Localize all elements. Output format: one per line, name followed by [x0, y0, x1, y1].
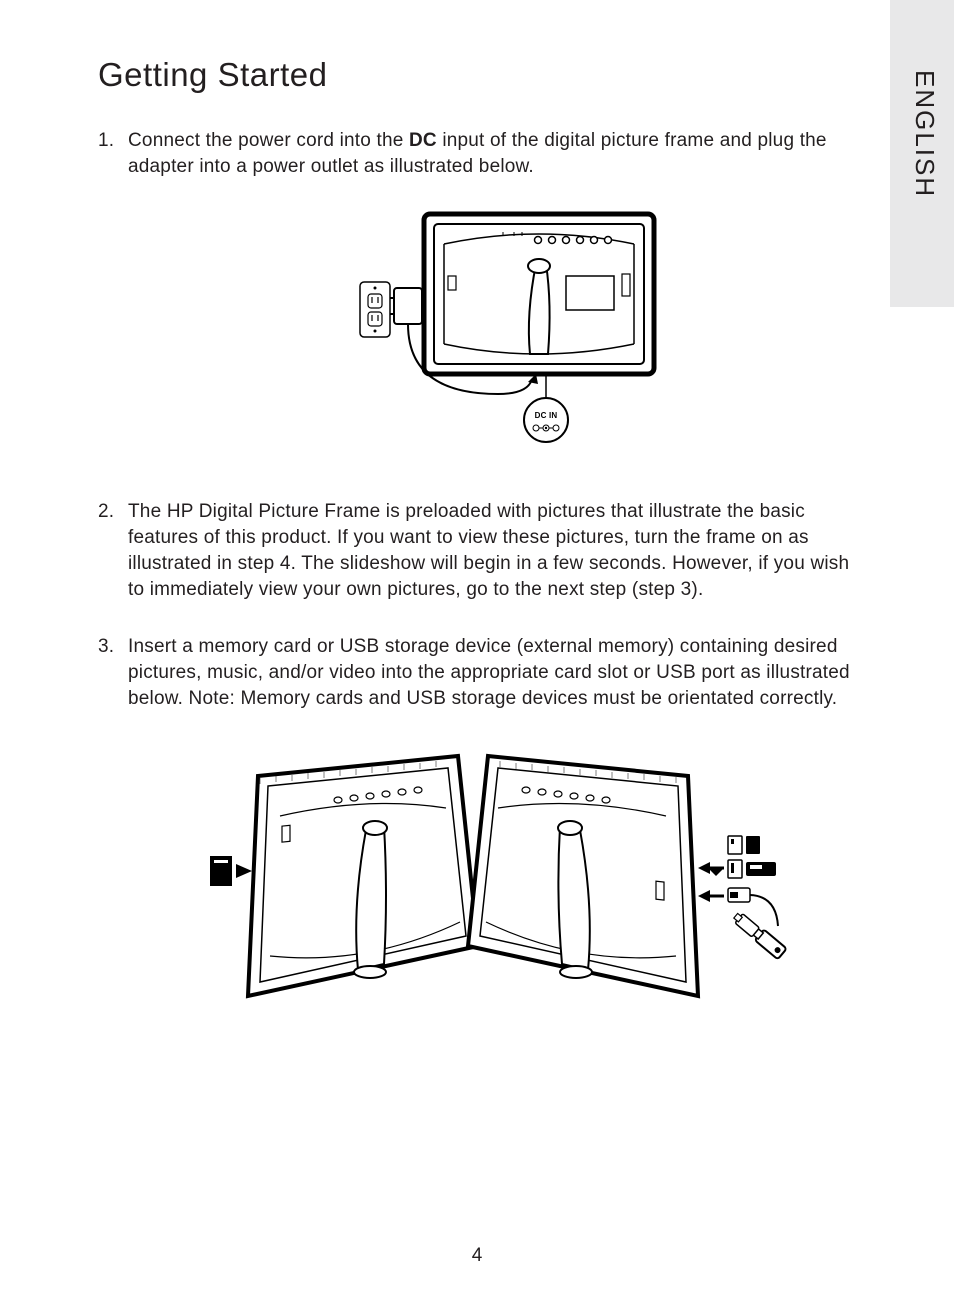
steps-list: Connect the power cord into the DC input… [98, 128, 868, 1034]
step-2: The HP Digital Picture Frame is preloade… [98, 499, 868, 604]
page-title: Getting Started [98, 56, 868, 94]
page-number: 4 [0, 1245, 954, 1267]
language-tab: ENGLISH [890, 0, 954, 307]
step-3: Insert a memory card or USB storage devi… [98, 634, 868, 1035]
figure-insert-memory [128, 736, 868, 1034]
step-1-bold: DC [409, 130, 437, 151]
page-content: Getting Started Connect the power cord i… [98, 56, 868, 1070]
step-3-text: Insert a memory card or USB storage devi… [128, 636, 850, 709]
figure-power-connection: DC IN [128, 204, 868, 462]
step-1-text-pre: Connect the power cord into the [128, 130, 409, 151]
dc-in-label: DC IN [535, 411, 558, 420]
language-tab-label: ENGLISH [909, 70, 940, 198]
step-1: Connect the power cord into the DC input… [98, 128, 868, 463]
step-2-text: The HP Digital Picture Frame is preloade… [128, 501, 849, 601]
